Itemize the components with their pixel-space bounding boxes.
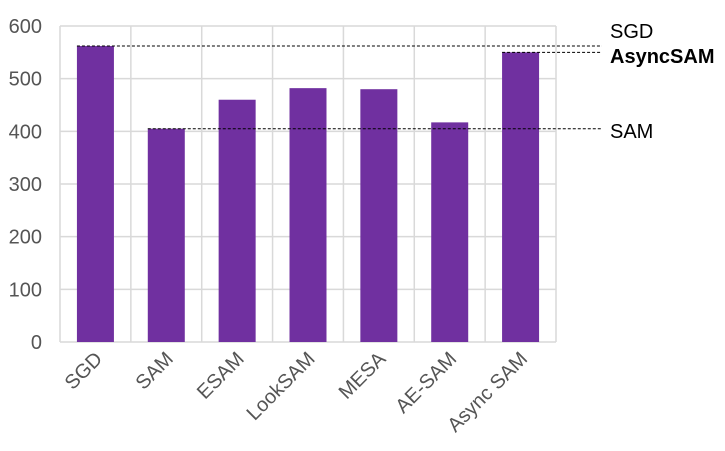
bar-ae-sam [431,122,469,342]
y-tick-label: 600 [9,16,42,38]
bar-looksam [289,88,327,342]
y-axis-ticks: 0 100 200 300 400 500 600 [9,16,42,354]
y-tick-label: 500 [9,69,42,91]
y-tick-label: 100 [9,279,42,301]
x-tick-label: LookSAM [243,348,320,425]
y-tick-label: 0 [31,332,42,354]
x-tick-label: AE-SAM [391,348,461,418]
bar-async-sam [502,52,540,342]
bar-sam [147,128,185,342]
bar-sgd [76,46,114,342]
x-tick-label: SGD [61,348,107,394]
reference-label-sam: SAM [610,121,653,143]
x-tick-label: SAM [132,348,178,394]
reference-lines: SGD AsyncSAM SAM [76,21,714,143]
bars [76,46,540,342]
y-tick-label: 200 [9,227,42,249]
reference-label-asyncsam: AsyncSAM [610,46,714,68]
bar-esam [218,99,256,342]
y-tick-label: 300 [9,174,42,196]
reference-label-sgd: SGD [610,21,653,43]
x-tick-label: MESA [335,348,391,404]
y-tick-label: 400 [9,121,42,143]
x-tick-label: ESAM [193,348,249,404]
bar-mesa [360,89,398,342]
